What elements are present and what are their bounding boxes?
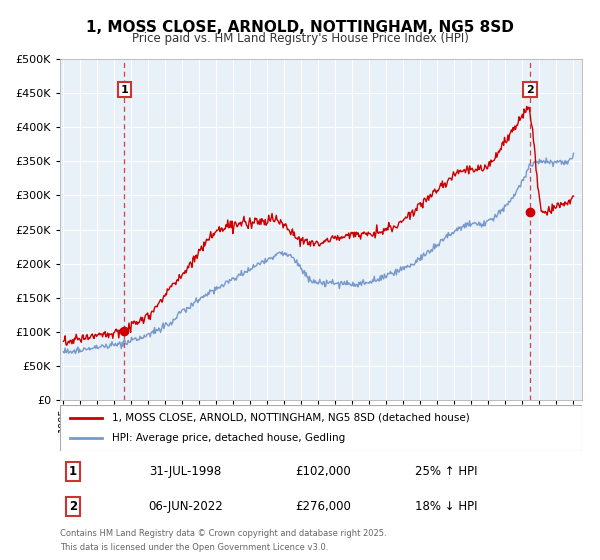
Text: Contains HM Land Registry data © Crown copyright and database right 2025.: Contains HM Land Registry data © Crown c… <box>60 529 386 538</box>
Text: Price paid vs. HM Land Registry's House Price Index (HPI): Price paid vs. HM Land Registry's House … <box>131 32 469 45</box>
Text: This data is licensed under the Open Government Licence v3.0.: This data is licensed under the Open Gov… <box>60 543 328 552</box>
Text: £276,000: £276,000 <box>295 500 351 512</box>
Text: 1: 1 <box>69 465 77 478</box>
Text: HPI: Average price, detached house, Gedling: HPI: Average price, detached house, Gedl… <box>112 433 346 443</box>
Text: 18% ↓ HPI: 18% ↓ HPI <box>415 500 478 512</box>
Text: 31-JUL-1998: 31-JUL-1998 <box>149 465 221 478</box>
Text: 1: 1 <box>121 85 128 95</box>
Text: 2: 2 <box>526 85 534 95</box>
Text: 1, MOSS CLOSE, ARNOLD, NOTTINGHAM, NG5 8SD: 1, MOSS CLOSE, ARNOLD, NOTTINGHAM, NG5 8… <box>86 20 514 35</box>
FancyBboxPatch shape <box>60 405 582 451</box>
Text: 2: 2 <box>69 500 77 512</box>
Text: £102,000: £102,000 <box>295 465 350 478</box>
Text: 25% ↑ HPI: 25% ↑ HPI <box>415 465 478 478</box>
Text: 06-JUN-2022: 06-JUN-2022 <box>149 500 223 512</box>
Text: 1, MOSS CLOSE, ARNOLD, NOTTINGHAM, NG5 8SD (detached house): 1, MOSS CLOSE, ARNOLD, NOTTINGHAM, NG5 8… <box>112 413 470 423</box>
